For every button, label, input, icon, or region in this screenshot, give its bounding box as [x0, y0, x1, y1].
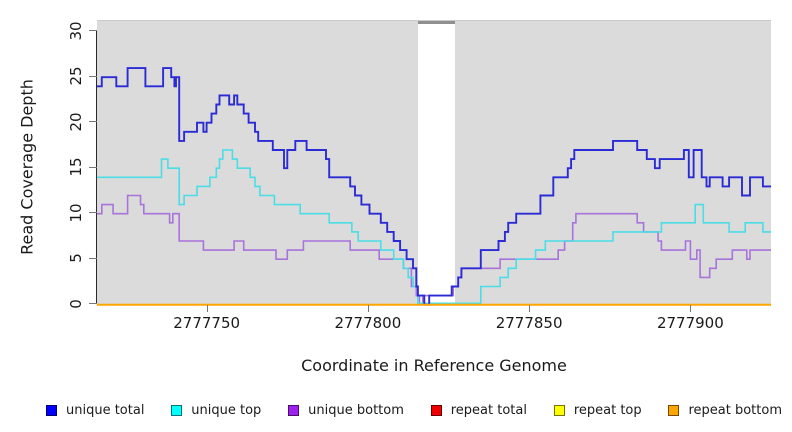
y-tick-label: 25 [67, 66, 85, 86]
y-tick [89, 121, 97, 123]
legend-label: unique top [191, 402, 262, 418]
legend-swatch-icon [553, 404, 565, 416]
x-tick [367, 305, 369, 312]
legend-label: repeat top [573, 402, 642, 418]
x-tick-label: 2777800 [334, 314, 402, 332]
y-tick-label: 30 [67, 21, 85, 41]
y-tick [89, 166, 97, 168]
x-tick [206, 305, 208, 312]
y-tick-label: 0 [67, 298, 85, 309]
legend-item-repeat-total: repeat total [430, 402, 527, 418]
legend-item-repeat-bottom: repeat bottom [668, 403, 782, 418]
y-tick [89, 303, 97, 305]
y-tick-label: 20 [67, 112, 85, 132]
y-tick-label: 5 [67, 253, 85, 263]
x-tick [690, 305, 692, 312]
x-tick [529, 305, 531, 312]
legend-swatch-icon [288, 404, 300, 416]
legend-swatch-icon [171, 404, 183, 416]
masked-region-top-bar [417, 21, 455, 24]
y-axis-title: Read Coverage Depth [17, 79, 37, 255]
series-line-unique-bottom [97, 194, 771, 306]
masked-region-band [417, 21, 455, 305]
legend: unique total unique top unique bottom repea… [0, 398, 792, 422]
legend-label: unique total [66, 402, 145, 418]
series-lines-canvas [97, 67, 771, 306]
series-line-unique-total [97, 67, 771, 306]
legend-label: repeat total [450, 402, 527, 418]
legend-swatch-icon [668, 404, 680, 416]
y-tick-label: 10 [67, 203, 85, 223]
x-tick-label: 2777850 [495, 314, 563, 332]
y-tick [89, 257, 97, 259]
x-tick-label: 2777750 [173, 314, 241, 332]
legend-item-unique-bottom: unique bottom [288, 403, 404, 418]
x-tick-label: 2777900 [656, 314, 724, 332]
legend-item-unique-top: unique top [171, 403, 261, 418]
y-tick [89, 212, 97, 214]
legend-label: unique bottom [308, 402, 404, 418]
y-tick [89, 75, 97, 77]
plot-area [97, 20, 771, 306]
y-tick-label: 15 [67, 157, 85, 177]
x-axis-title: Coordinate in Reference Genome [301, 356, 567, 375]
legend-swatch-icon [46, 404, 57, 416]
y-tick [89, 30, 97, 32]
legend-swatch-icon [430, 404, 442, 416]
legend-item-unique-total: unique total [46, 403, 144, 418]
series-line-unique-top [97, 149, 771, 305]
legend-item-repeat-top: repeat top [553, 402, 642, 418]
legend-label: repeat bottom [688, 402, 782, 418]
